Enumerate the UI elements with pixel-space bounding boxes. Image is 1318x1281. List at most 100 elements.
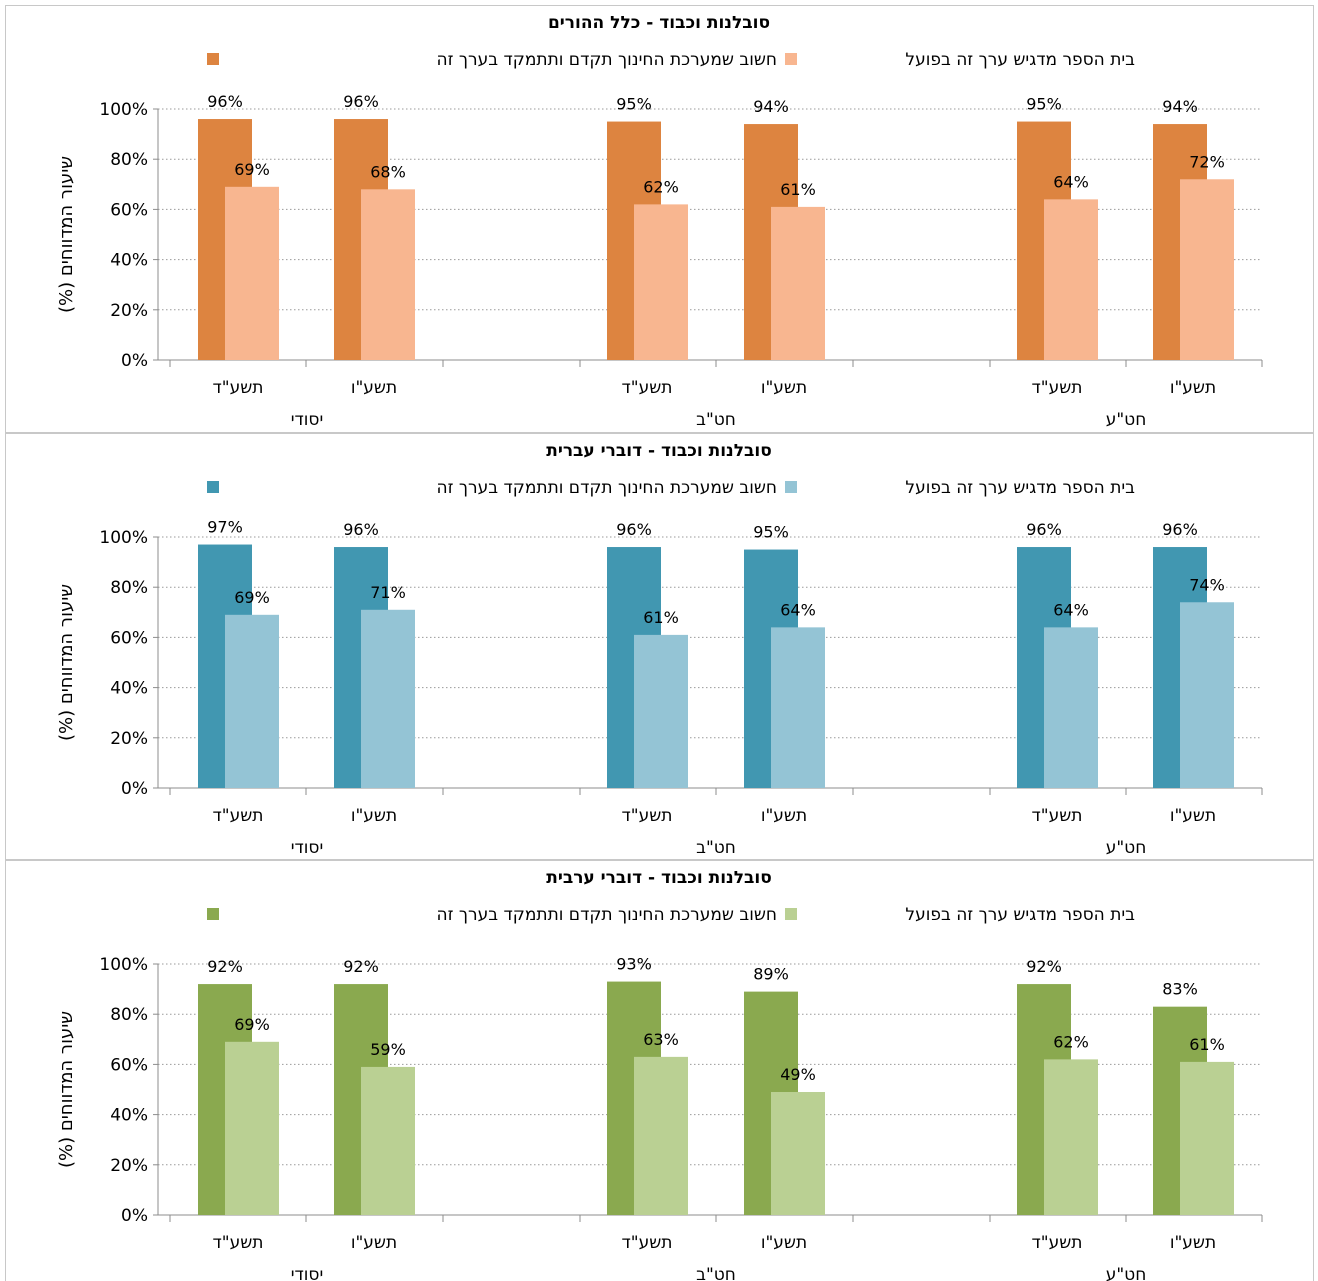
x-group-label: יסודי	[291, 410, 324, 430]
x-group-label: יסודי	[291, 1265, 324, 1281]
x-group-label: חט"ב	[696, 838, 736, 858]
data-label-series2-3: 62%	[643, 177, 679, 196]
bar-series2-2	[361, 609, 415, 788]
data-label-series2-3: 63%	[643, 1030, 679, 1049]
bar-series2-3	[634, 634, 688, 788]
data-label-series1-2: 92%	[343, 957, 379, 976]
y-tick-label: 0%	[121, 779, 148, 799]
data-label-series2-5: 62%	[1053, 1032, 1089, 1051]
x-group-label: יסודי	[291, 838, 324, 858]
data-label-series2-6: 72%	[1189, 152, 1225, 171]
data-label-series2-3: 61%	[643, 608, 679, 627]
bar-series2-2	[361, 1066, 415, 1215]
legend-swatch-1	[207, 53, 219, 65]
y-tick-label: 20%	[110, 729, 148, 749]
data-label-series1-4: 94%	[753, 97, 789, 116]
x-group-label: חט"ב	[696, 1265, 736, 1281]
bar-series2-6	[1180, 602, 1234, 788]
data-label-series2-4: 49%	[780, 1065, 816, 1084]
data-label-series1-6: 94%	[1162, 97, 1198, 116]
bar-series2-1	[225, 614, 279, 788]
legend-label-2: בית הספר מדגיש ערך זה בפועל	[905, 50, 1135, 70]
x-group-label: חט"ע	[1106, 1265, 1147, 1281]
x-category-label: תשע"ד	[622, 1233, 673, 1253]
data-label-series1-3: 95%	[616, 95, 652, 114]
data-label-series1-1: 96%	[207, 92, 243, 111]
y-tick-label: 80%	[110, 578, 148, 598]
bar-series2-4	[771, 206, 825, 360]
legend-swatch-2	[785, 481, 797, 493]
bar-series2-5	[1044, 627, 1098, 788]
chart-panel-3: סובלנות וכבוד - דוברי ערבית חשוב שמערכת ה…	[5, 860, 1314, 1281]
y-tick-label: 80%	[110, 150, 148, 170]
bar-series2-4	[771, 627, 825, 788]
bar-series2-2	[361, 189, 415, 360]
data-label-series1-6: 83%	[1162, 980, 1198, 999]
x-category-label: תשע"ו	[351, 1233, 397, 1253]
data-label-series1-5: 96%	[1026, 520, 1062, 539]
bar-series2-4	[771, 1092, 825, 1215]
x-category-label: תשע"ו	[1170, 1233, 1216, 1253]
x-category-label: תשע"ד	[1032, 806, 1083, 826]
y-tick-label: 40%	[110, 1106, 148, 1126]
data-label-series1-1: 97%	[207, 518, 243, 537]
x-category-label: תשע"ו	[761, 806, 807, 826]
y-tick-label: 40%	[110, 679, 148, 699]
y-tick-label: 60%	[110, 200, 148, 220]
chart-panel-2: סובלנות וכבוד - דוברי עברית חשוב שמערכת ה…	[5, 433, 1314, 860]
chart-frame	[5, 5, 1314, 433]
y-tick-label: 60%	[110, 628, 148, 648]
data-label-series2-4: 61%	[780, 180, 816, 199]
x-category-label: תשע"ו	[1170, 806, 1216, 826]
x-category-label: תשע"ו	[761, 378, 807, 398]
data-label-series1-5: 95%	[1026, 95, 1062, 114]
bar-series2-3	[634, 204, 688, 360]
data-label-series2-4: 64%	[780, 600, 816, 619]
data-label-series1-6: 96%	[1162, 520, 1198, 539]
y-tick-label: 20%	[110, 301, 148, 321]
y-tick-label: 20%	[110, 1156, 148, 1176]
bar-series2-5	[1044, 1059, 1098, 1215]
bar-series2-1	[225, 186, 279, 360]
data-label-series1-4: 95%	[753, 523, 789, 542]
y-tick-label: 60%	[110, 1055, 148, 1075]
chart-frame	[5, 860, 1314, 1281]
bar-series2-3	[634, 1056, 688, 1215]
bar-series2-6	[1180, 1061, 1234, 1215]
y-tick-label: 100%	[99, 528, 148, 548]
x-category-label: תשע"ד	[1032, 1233, 1083, 1253]
data-label-series2-1: 69%	[234, 160, 270, 179]
x-category-label: תשע"ד	[213, 806, 264, 826]
y-tick-label: 80%	[110, 1005, 148, 1025]
chart-title: סובלנות וכבוד - דוברי ערבית	[546, 868, 772, 888]
y-axis-title: שיעור המדווחים (%)	[56, 584, 77, 741]
x-category-label: תשע"ד	[213, 1233, 264, 1253]
y-tick-label: 100%	[99, 955, 148, 975]
chart-panel-1: סובלנות וכבוד - כלל ההורים חשוב שמערכת הח…	[5, 5, 1314, 433]
chart-title: סובלנות וכבוד - דוברי עברית	[546, 441, 772, 461]
x-category-label: תשע"ו	[761, 1233, 807, 1253]
x-group-label: חט"ב	[696, 410, 736, 430]
data-label-series2-2: 68%	[370, 162, 406, 181]
data-label-series2-6: 61%	[1189, 1035, 1225, 1054]
legend-label-2: בית הספר מדגיש ערך זה בפועל	[905, 905, 1135, 925]
legend-swatch-2	[785, 53, 797, 65]
data-label-series1-1: 92%	[207, 957, 243, 976]
y-tick-label: 0%	[121, 351, 148, 371]
data-label-series2-2: 59%	[370, 1040, 406, 1059]
data-label-series2-1: 69%	[234, 1015, 270, 1034]
legend-label-1: חשוב שמערכת החינוך תקדם ותתמקד בערך זה	[437, 905, 777, 925]
chart-title: סובלנות וכבוד - כלל ההורים	[548, 13, 770, 33]
legend-swatch-2	[785, 908, 797, 920]
data-label-series2-5: 64%	[1053, 600, 1089, 619]
chart-frame	[5, 433, 1314, 860]
data-label-series2-1: 69%	[234, 588, 270, 607]
x-category-label: תשע"ו	[351, 806, 397, 826]
bar-series2-6	[1180, 179, 1234, 360]
y-axis-title: שיעור המדווחים (%)	[56, 1011, 77, 1168]
legend-swatch-1	[207, 481, 219, 493]
x-category-label: תשע"ד	[1032, 378, 1083, 398]
data-label-series2-6: 74%	[1189, 575, 1225, 594]
